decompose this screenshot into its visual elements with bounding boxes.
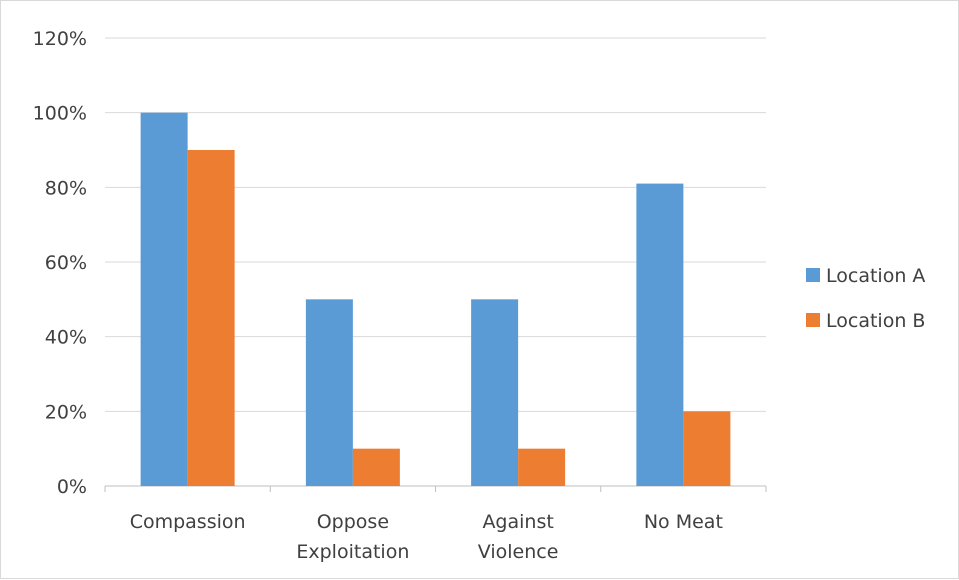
- x-category-label: Oppose: [317, 511, 389, 533]
- x-category-label: Against: [482, 511, 553, 533]
- x-category-label: Violence: [478, 541, 559, 563]
- bar-location-a: [636, 183, 684, 486]
- x-category-label: No Meat: [644, 511, 723, 533]
- legend-swatch: [806, 268, 820, 282]
- bar-location-b: [683, 411, 731, 486]
- y-tick-label: 80%: [45, 177, 87, 199]
- bar-location-a: [471, 299, 519, 486]
- x-category-label: Exploitation: [296, 541, 409, 563]
- y-tick-label: 20%: [45, 401, 87, 423]
- y-tick-label: 40%: [45, 327, 87, 349]
- y-tick-label: 0%: [57, 476, 87, 498]
- legend-swatch: [806, 313, 820, 327]
- legend-label: Location B: [826, 310, 925, 332]
- bar-location-b: [518, 448, 566, 486]
- legend-label: Location A: [826, 265, 925, 287]
- y-tick-label: 120%: [33, 28, 87, 50]
- y-tick-label: 60%: [45, 252, 87, 274]
- bar-location-a: [140, 112, 188, 487]
- x-category-label: Compassion: [130, 511, 246, 533]
- bar-location-a: [305, 299, 353, 486]
- bar-location-b: [187, 150, 235, 486]
- bar-location-b: [352, 448, 400, 486]
- y-tick-label: 100%: [33, 103, 87, 125]
